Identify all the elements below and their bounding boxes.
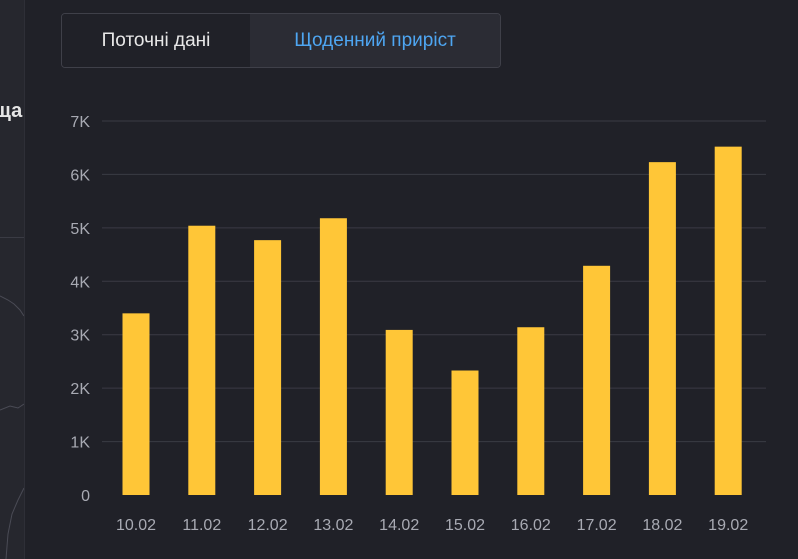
left-panel-label: ща — [0, 100, 23, 122]
y-tick-label: 0 — [81, 488, 90, 505]
left-panel: ща — [0, 0, 25, 559]
x-tick-label: 15.02 — [445, 517, 485, 534]
y-tick-label: 7K — [70, 114, 90, 131]
x-tick-label: 17.02 — [577, 517, 617, 534]
y-tick-label: 5K — [70, 221, 90, 238]
x-tick-label: 19.02 — [708, 517, 748, 534]
bar — [451, 370, 479, 495]
y-tick-label: 4K — [70, 274, 90, 291]
bar — [385, 329, 413, 495]
left-panel-divider — [0, 237, 24, 238]
x-tick-label: 13.02 — [313, 517, 353, 534]
bar — [714, 146, 742, 495]
y-tick-label: 1K — [70, 435, 90, 452]
bar — [122, 313, 150, 495]
x-tick-label: 16.02 — [511, 517, 551, 534]
map-outline — [0, 295, 24, 559]
x-tick-label: 14.02 — [379, 517, 419, 534]
bar — [517, 327, 545, 495]
y-tick-label: 3K — [70, 328, 90, 345]
tab-current-data[interactable]: Поточні дані — [62, 14, 250, 67]
x-tick-label: 10.02 — [116, 517, 156, 534]
y-tick-label: 6K — [70, 167, 90, 184]
bar — [648, 162, 676, 495]
bar — [583, 265, 611, 495]
bar — [319, 218, 347, 496]
y-tick-label: 2K — [70, 381, 90, 398]
x-tick-label: 18.02 — [642, 517, 682, 534]
tab-daily-growth[interactable]: Щоденний приріст — [250, 14, 500, 67]
x-tick-label: 12.02 — [248, 517, 288, 534]
bar — [188, 225, 216, 495]
view-tabs: Поточні дані Щоденний приріст — [61, 13, 501, 68]
x-tick-label: 11.02 — [182, 517, 221, 534]
bar — [254, 240, 282, 495]
